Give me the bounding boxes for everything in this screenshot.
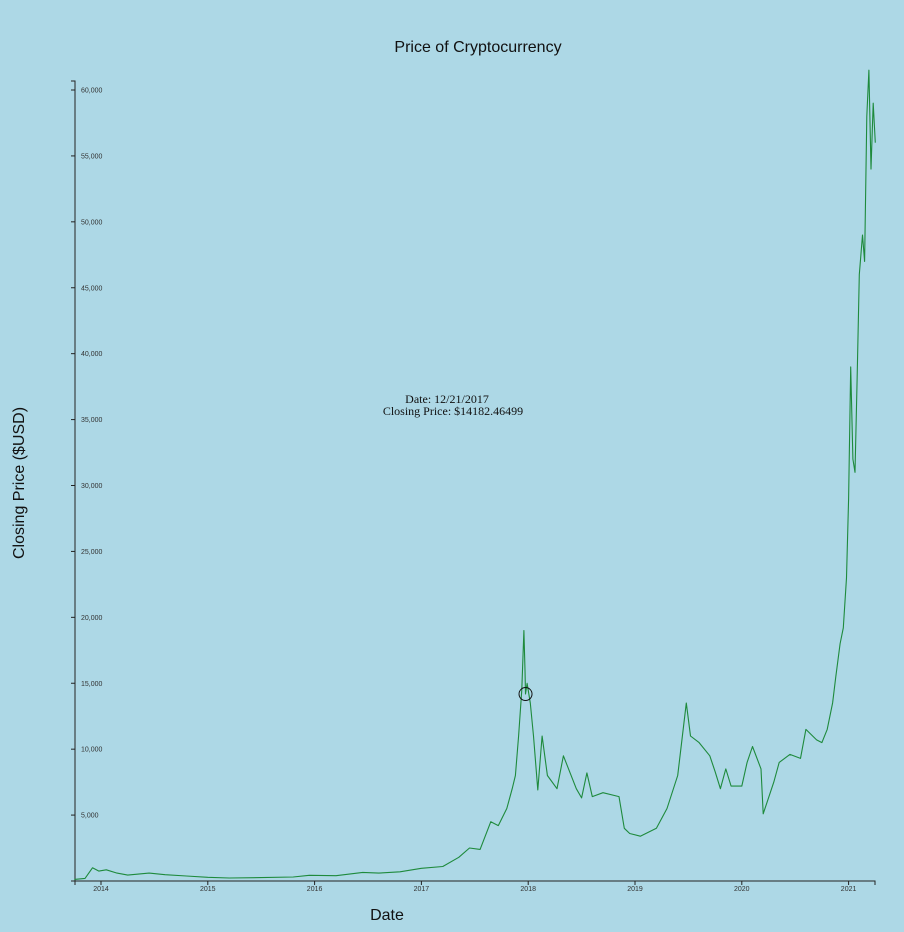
x-tick-label: 2019 bbox=[627, 886, 643, 893]
y-tick-label: 5,000 bbox=[81, 813, 99, 820]
y-axis-label: Closing Price ($USD) bbox=[11, 407, 28, 559]
x-axis: 2014 2015 2016 2017 2018 2019 2020 2021 bbox=[74, 880, 876, 893]
y-tick-label: 50,000 bbox=[81, 219, 103, 226]
y-tick-label: 60,000 bbox=[81, 88, 103, 95]
y-tick-label: 45,000 bbox=[81, 285, 103, 292]
y-tick-label: 15,000 bbox=[81, 681, 103, 688]
series-layer bbox=[74, 69, 876, 880]
y-tick-label: 20,000 bbox=[81, 615, 103, 622]
y-axis-line bbox=[71, 80, 76, 882]
y-tick-label: 10,000 bbox=[81, 747, 103, 754]
y-tick-label: 25,000 bbox=[81, 549, 103, 556]
x-axis-label: Date bbox=[370, 907, 404, 924]
y-tick-label: 30,000 bbox=[81, 483, 103, 490]
x-tick-label: 2015 bbox=[200, 886, 216, 893]
tooltip-date: Date: 12/21/2017 bbox=[405, 392, 489, 406]
x-tick-label: 2021 bbox=[841, 886, 857, 893]
tooltip-price: Closing Price: $14182.46499 bbox=[383, 404, 523, 418]
x-tick-label: 2018 bbox=[520, 886, 536, 893]
x-tick-label: 2020 bbox=[734, 886, 750, 893]
x-tick-label: 2016 bbox=[307, 886, 323, 893]
chart-title: Price of Cryptocurrency bbox=[394, 39, 561, 56]
y-axis: 5,000 10,000 15,000 20,000 25,000 30,000 35,00… bbox=[71, 80, 103, 882]
hover-marker[interactable] bbox=[518, 687, 533, 702]
y-tick-label: 55,000 bbox=[81, 153, 103, 160]
x-axis-line bbox=[74, 880, 876, 885]
x-tick-label: 2017 bbox=[414, 886, 430, 893]
highlight-layer bbox=[518, 687, 533, 702]
series-line bbox=[74, 69, 876, 880]
x-tick-label: 2014 bbox=[93, 886, 109, 893]
y-tick-label: 35,000 bbox=[81, 417, 103, 424]
y-tick-label: 40,000 bbox=[81, 351, 103, 358]
